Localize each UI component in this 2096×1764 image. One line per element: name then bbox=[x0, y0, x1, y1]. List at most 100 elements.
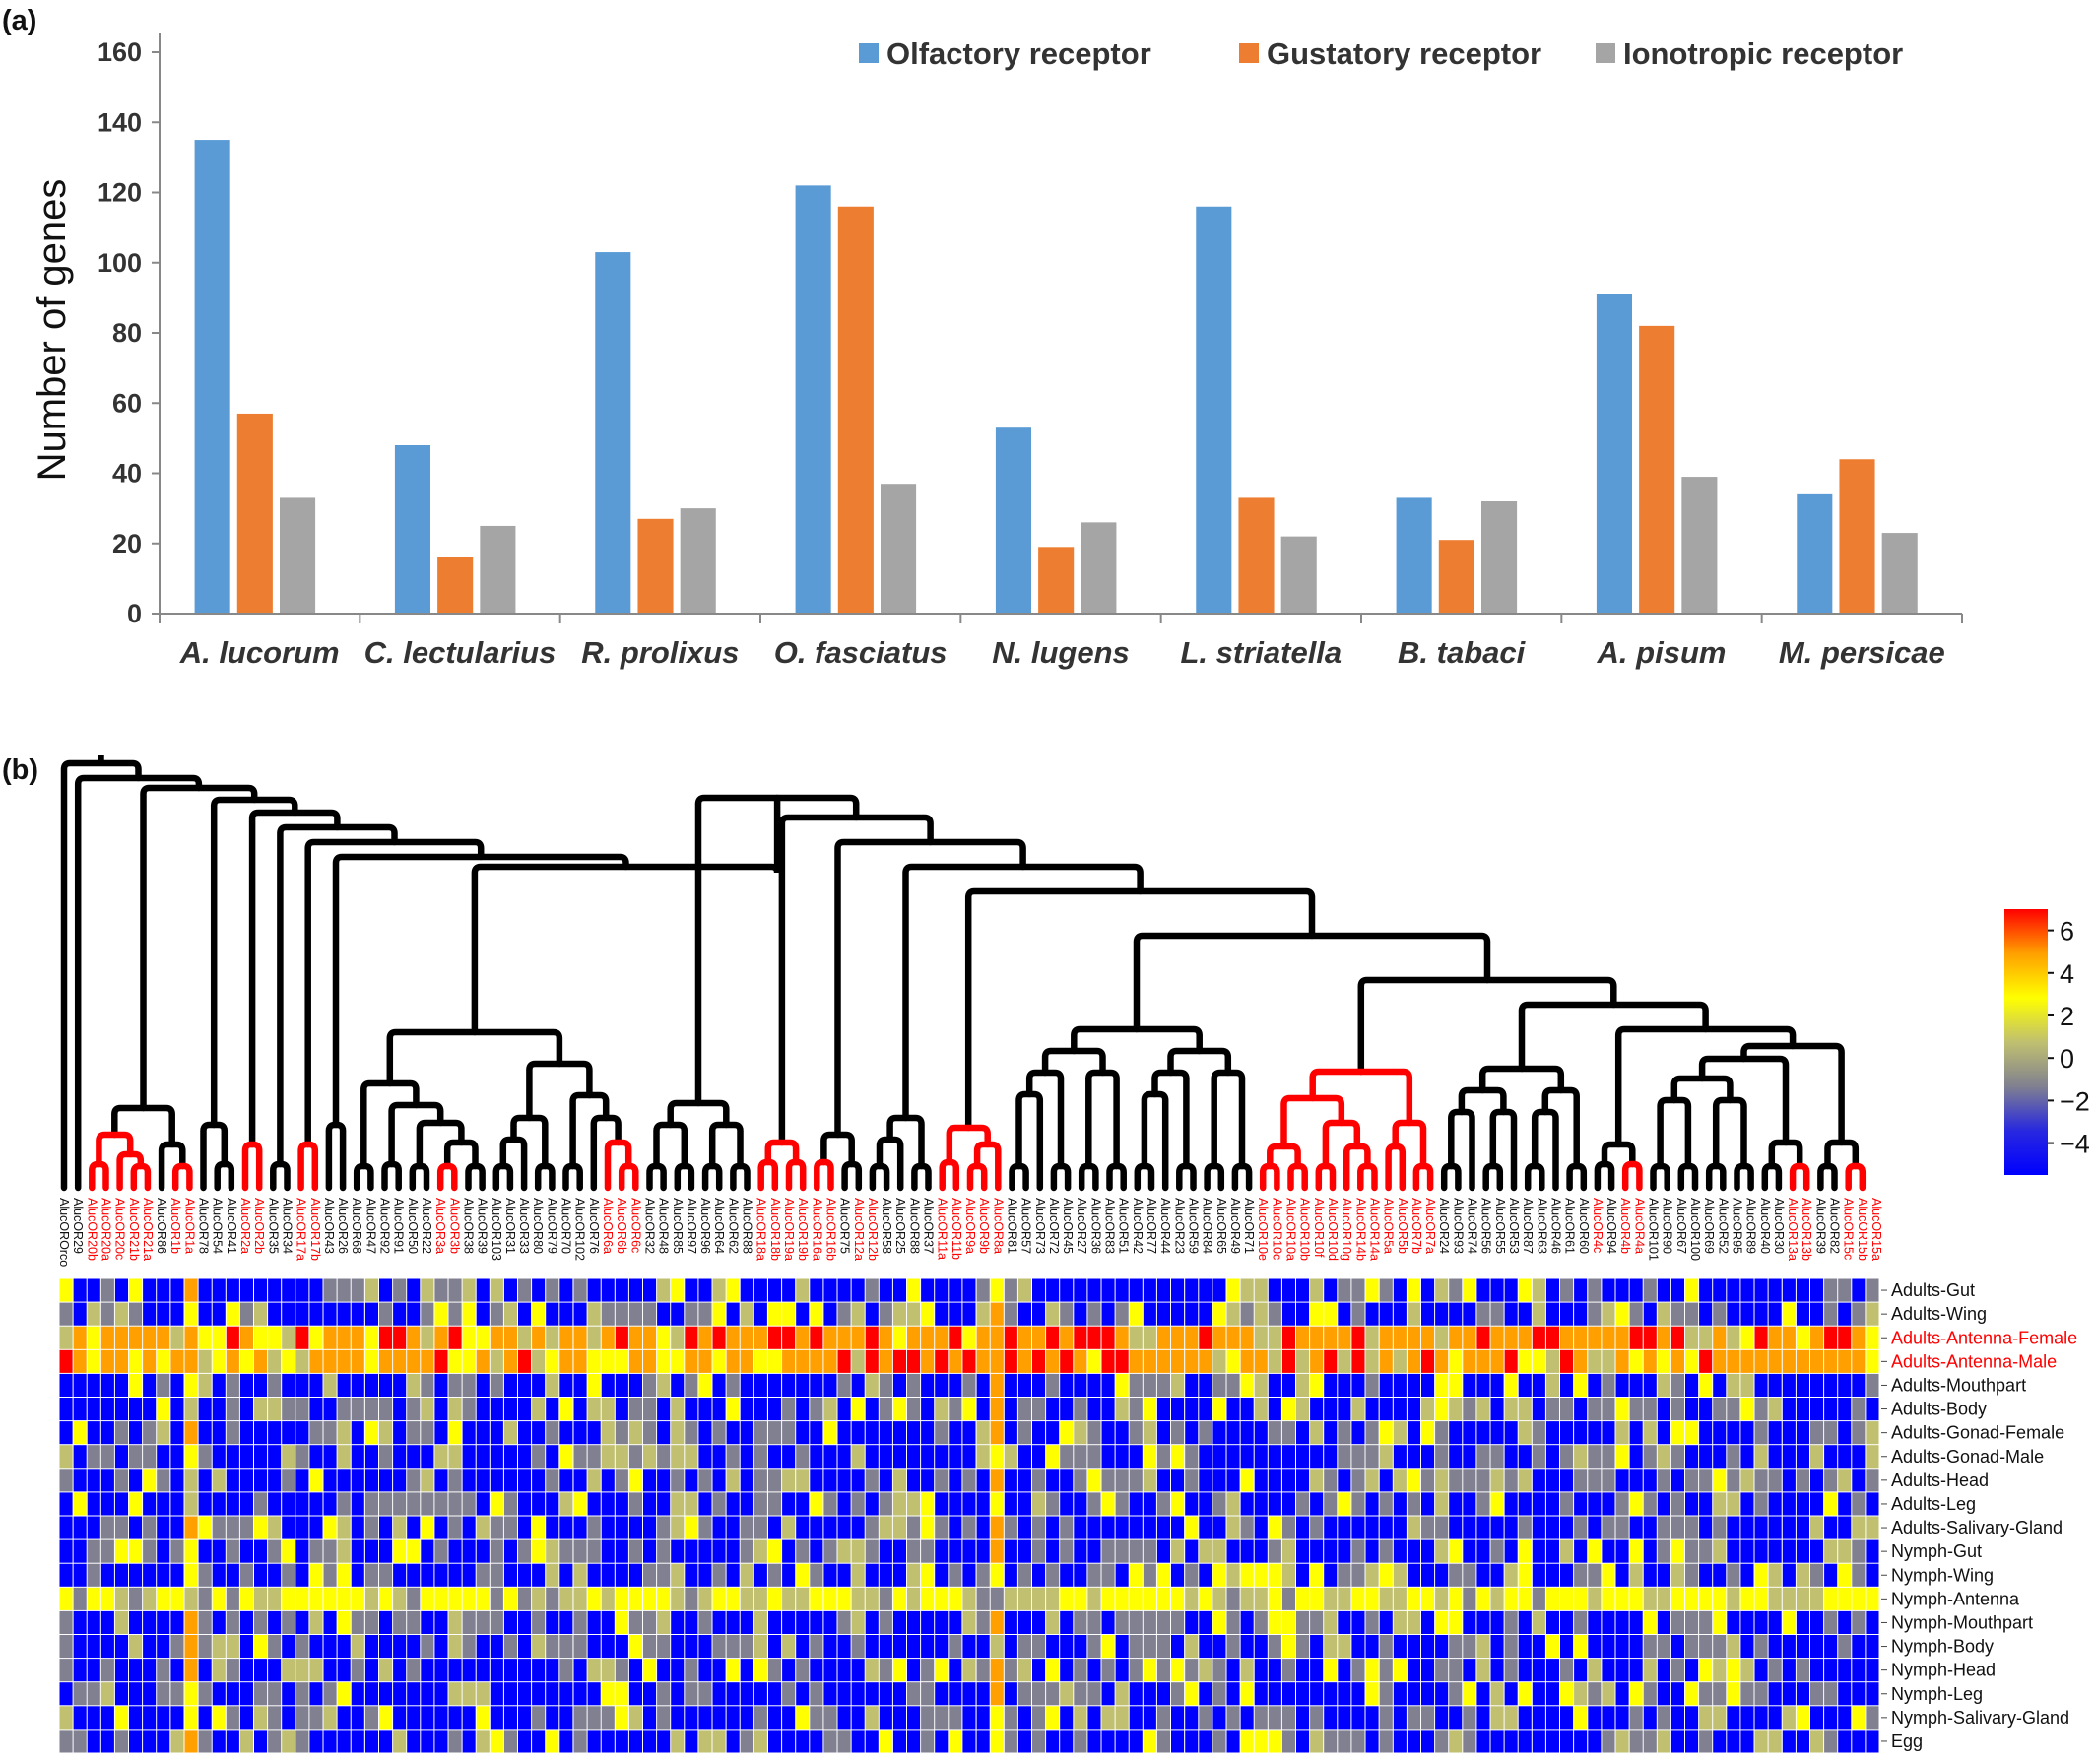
heatmap-cell bbox=[1060, 1421, 1074, 1445]
heatmap-cell bbox=[1866, 1516, 1879, 1539]
heatmap-cell bbox=[364, 1539, 379, 1563]
heatmap-cell bbox=[1643, 1398, 1657, 1421]
heatmap-cell bbox=[170, 1730, 184, 1753]
heatmap-cell bbox=[1768, 1302, 1782, 1326]
heatmap-cell bbox=[337, 1706, 351, 1730]
heatmap-cell bbox=[1240, 1373, 1254, 1397]
heatmap-cell bbox=[1365, 1398, 1379, 1421]
heatmap-cell bbox=[1324, 1302, 1338, 1326]
gene-label: AlucOR87 bbox=[1521, 1198, 1535, 1254]
heatmap-cell bbox=[1713, 1469, 1727, 1492]
heatmap-cell bbox=[810, 1563, 823, 1587]
heatmap-cell bbox=[1490, 1302, 1504, 1326]
heatmap-cell bbox=[476, 1302, 490, 1326]
heatmap-cell bbox=[1463, 1635, 1476, 1659]
heatmap-cell bbox=[1101, 1373, 1115, 1397]
gene-label: AlucOR100 bbox=[1688, 1198, 1702, 1261]
heatmap-cell bbox=[892, 1539, 907, 1563]
dendrogram-branch bbox=[1151, 1069, 1190, 1170]
heatmap-cell bbox=[1602, 1326, 1615, 1349]
heatmap-cell bbox=[1281, 1421, 1296, 1445]
bar bbox=[595, 252, 631, 614]
heatmap-cell bbox=[226, 1326, 239, 1349]
heatmap-cell bbox=[1156, 1492, 1171, 1516]
heatmap-cell bbox=[837, 1302, 851, 1326]
heatmap-cell bbox=[73, 1516, 87, 1539]
y-tick-label: 140 bbox=[98, 107, 142, 137]
heatmap-cell bbox=[1407, 1635, 1421, 1659]
heatmap-cell bbox=[1254, 1398, 1268, 1421]
dendrogram-branch bbox=[764, 1139, 800, 1166]
heatmap-cell bbox=[1685, 1421, 1699, 1445]
heatmap-cell bbox=[1129, 1516, 1143, 1539]
colorbar-ramp bbox=[2004, 909, 2048, 1175]
gene-label: AlucOR2a bbox=[238, 1198, 252, 1254]
heatmap-cell bbox=[1504, 1635, 1518, 1659]
heatmap-cell bbox=[198, 1302, 212, 1326]
heatmap-cell bbox=[1017, 1682, 1032, 1706]
heatmap-cell bbox=[865, 1516, 879, 1539]
heatmap-cell bbox=[1212, 1516, 1226, 1539]
heatmap-cell bbox=[1226, 1635, 1240, 1659]
heatmap-cell bbox=[1643, 1539, 1657, 1563]
heatmap-cell bbox=[1657, 1730, 1670, 1753]
heatmap-cell bbox=[698, 1610, 712, 1634]
heatmap-cell bbox=[407, 1730, 421, 1753]
heatmap-cell bbox=[73, 1349, 87, 1373]
heatmap-cell bbox=[949, 1398, 962, 1421]
heatmap-cell bbox=[434, 1539, 448, 1563]
heatmap-cell bbox=[434, 1563, 448, 1587]
heatmap-cell bbox=[1129, 1610, 1143, 1634]
heatmap-cell bbox=[434, 1278, 448, 1302]
colorbar-tick-label: 0 bbox=[2060, 1044, 2074, 1074]
heatmap-cell bbox=[1504, 1421, 1518, 1445]
heatmap-cell bbox=[712, 1278, 726, 1302]
heatmap-cell bbox=[1449, 1421, 1463, 1445]
heatmap-cell bbox=[1713, 1278, 1727, 1302]
heatmap-cell bbox=[254, 1326, 268, 1349]
heatmap-cell bbox=[1796, 1469, 1810, 1492]
gene-label: AlucOR78 bbox=[197, 1198, 211, 1254]
heatmap-cell bbox=[1379, 1373, 1393, 1397]
heatmap-cell bbox=[810, 1635, 823, 1659]
heatmap-cell bbox=[1393, 1706, 1407, 1730]
heatmap-cell bbox=[935, 1398, 949, 1421]
heatmap-cell bbox=[1740, 1706, 1754, 1730]
heatmap-cell bbox=[364, 1373, 379, 1397]
heatmap-cell bbox=[1560, 1469, 1574, 1492]
heatmap-cell bbox=[1281, 1610, 1296, 1634]
heatmap-cell bbox=[1407, 1539, 1421, 1563]
heatmap-cell bbox=[768, 1539, 782, 1563]
heatmap-cell bbox=[282, 1398, 295, 1421]
heatmap-cell bbox=[198, 1492, 212, 1516]
heatmap-cell bbox=[100, 1349, 114, 1373]
x-category-label: C. lectularius bbox=[364, 635, 557, 670]
heatmap-cell bbox=[740, 1349, 753, 1373]
heatmap-cell bbox=[1518, 1492, 1532, 1516]
heatmap-cell bbox=[1281, 1302, 1296, 1326]
heatmap-cell bbox=[114, 1445, 129, 1469]
heatmap-cell bbox=[1074, 1421, 1087, 1445]
heatmap-cell bbox=[1615, 1492, 1629, 1516]
heatmap-cell bbox=[1545, 1516, 1560, 1539]
heatmap-cell bbox=[364, 1587, 379, 1610]
heatmap-cell bbox=[976, 1635, 990, 1659]
heatmap-cell bbox=[1143, 1373, 1156, 1397]
heatmap-cell bbox=[1852, 1373, 1866, 1397]
gene-label: AlucOR58 bbox=[880, 1198, 893, 1254]
heatmap-cell bbox=[1643, 1610, 1657, 1634]
heatmap-cell bbox=[643, 1326, 657, 1349]
heatmap-cell bbox=[532, 1492, 546, 1516]
heatmap-cell bbox=[1866, 1682, 1879, 1706]
heatmap-cell bbox=[1281, 1349, 1296, 1373]
heatmap-cell bbox=[323, 1492, 337, 1516]
heatmap-cell bbox=[671, 1398, 685, 1421]
gene-label: AlucOR29 bbox=[71, 1198, 85, 1254]
heatmap-cell bbox=[114, 1469, 129, 1492]
heatmap-cell bbox=[1226, 1682, 1240, 1706]
heatmap-cell bbox=[212, 1326, 226, 1349]
heatmap-cell bbox=[1796, 1706, 1810, 1730]
heatmap-cell bbox=[1338, 1539, 1351, 1563]
heatmap-cell bbox=[1768, 1398, 1782, 1421]
heatmap-cell bbox=[976, 1587, 990, 1610]
